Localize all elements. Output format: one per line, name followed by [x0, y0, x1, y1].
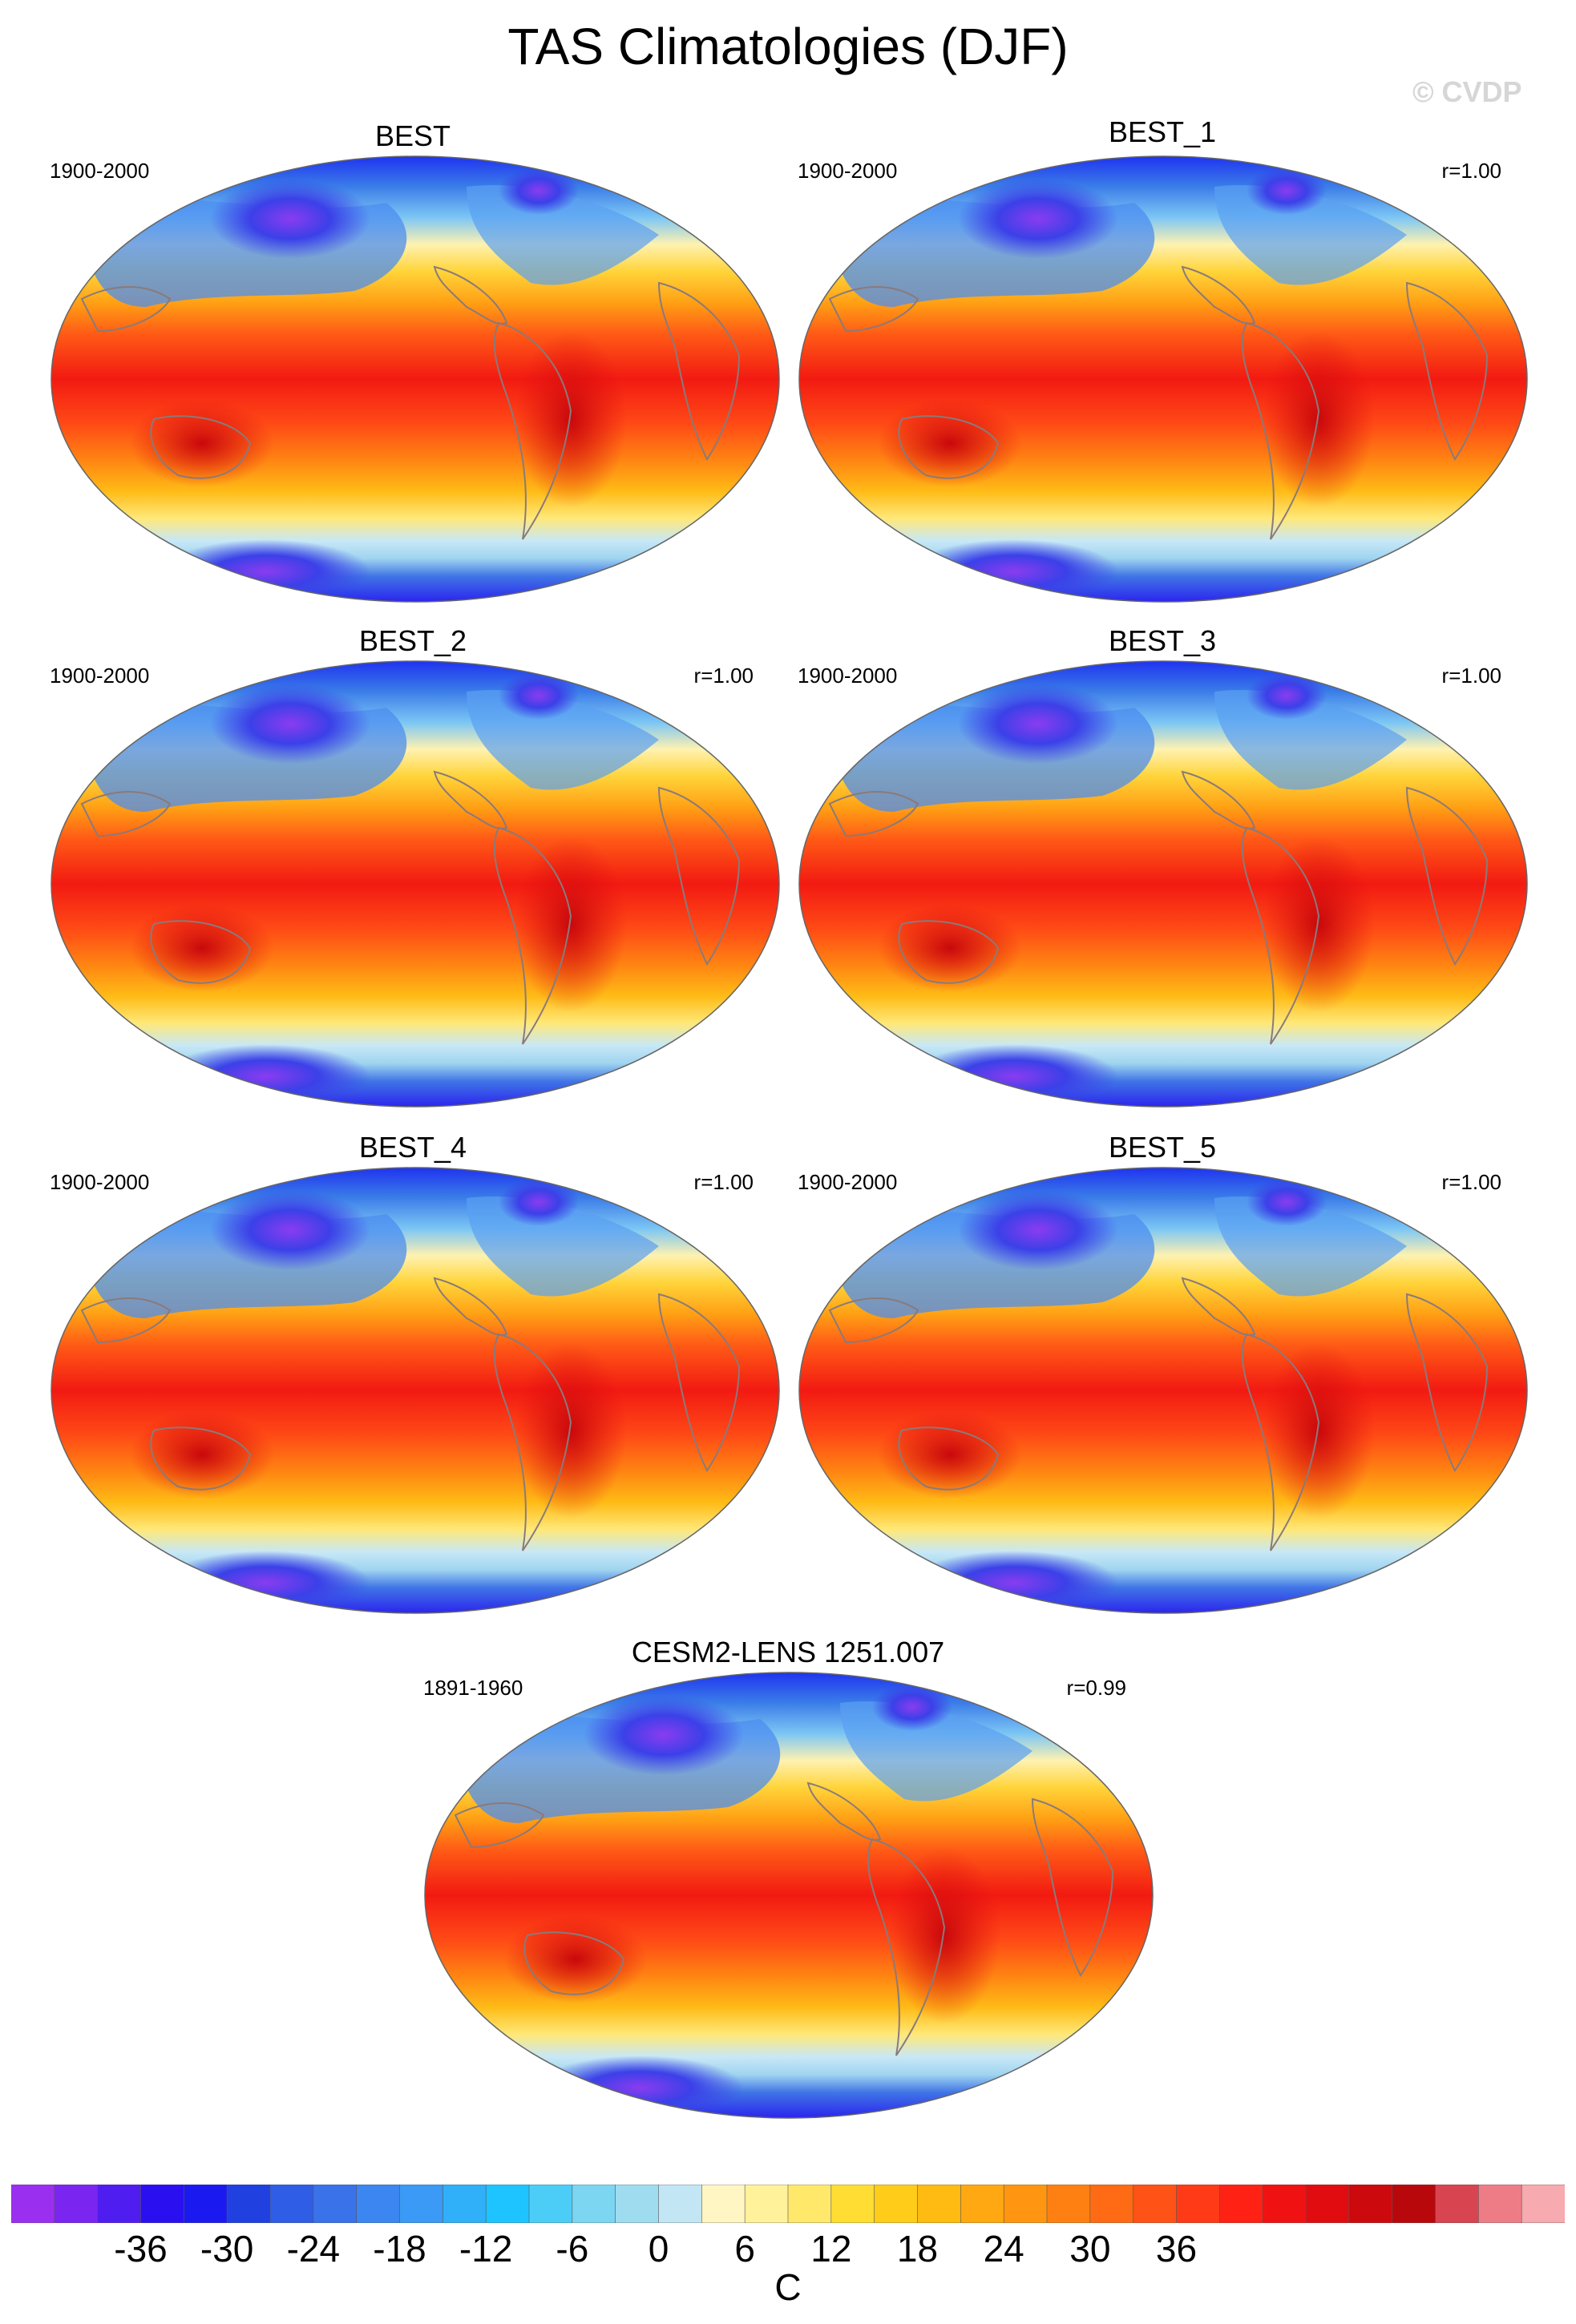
colorbar-swatch — [11, 2185, 55, 2223]
panel-correlation: r=1.00 — [693, 1170, 754, 1194]
colorbar-swatch — [1176, 2185, 1221, 2223]
panel-title: BEST_1 — [1108, 115, 1217, 148]
colorbar — [11, 2185, 1565, 2223]
panel-period: 1900-2000 — [50, 664, 150, 688]
colorbar-swatch — [917, 2185, 962, 2223]
colorbar-swatch — [874, 2185, 919, 2223]
panel-correlation: r=1.00 — [693, 664, 754, 688]
colorbar-swatch — [615, 2185, 660, 2223]
figure-title: TAS Climatologies (DJF) — [507, 18, 1069, 75]
colorbar-swatch — [1521, 2185, 1565, 2223]
colorbar-swatch — [1089, 2185, 1134, 2223]
map-panel — [798, 1166, 1529, 1619]
colorbar-unit: C — [774, 2266, 802, 2308]
panel-title: BEST_4 — [358, 1131, 467, 1164]
watermark: © CVDP — [1412, 75, 1522, 108]
panel-title: BEST_5 — [1108, 1131, 1217, 1164]
colorbar-swatch — [960, 2185, 1004, 2223]
colorbar-swatch — [54, 2185, 99, 2223]
colorbar-tick-label: -18 — [373, 2228, 426, 2270]
colorbar-tick-label: -24 — [286, 2228, 341, 2270]
colorbar-swatch — [1219, 2185, 1263, 2223]
colorbar-swatch — [830, 2185, 875, 2223]
colorbar-swatch — [1392, 2185, 1437, 2223]
map-panel — [798, 155, 1529, 607]
colorbar-tick-label: -12 — [459, 2228, 513, 2270]
panel-title: BEST_3 — [1108, 624, 1217, 657]
colorbar-swatch — [140, 2185, 185, 2223]
panel-period: 1900-2000 — [50, 1170, 150, 1194]
colorbar-swatch — [226, 2185, 271, 2223]
panel-title: BEST_2 — [358, 624, 467, 657]
panel-title: CESM2-LENS 1251.007 — [631, 1636, 945, 1668]
map-panel — [423, 1671, 1154, 2124]
colorbar-swatch — [1046, 2185, 1091, 2223]
colorbar-tick-label: -6 — [556, 2228, 589, 2270]
map-panel — [50, 660, 781, 1112]
colorbar-swatch — [1003, 2185, 1048, 2223]
colorbar-tick-label: 30 — [1069, 2228, 1111, 2270]
colorbar-swatch — [787, 2185, 832, 2223]
colorbar-swatch — [313, 2185, 358, 2223]
colorbar-swatch — [658, 2185, 703, 2223]
colorbar-swatch — [269, 2185, 314, 2223]
panel-title: BEST — [374, 119, 451, 152]
colorbar-tick-label: 24 — [983, 2228, 1024, 2270]
panel-period: 1900-2000 — [798, 664, 898, 688]
colorbar-swatch — [442, 2185, 487, 2223]
colorbar-swatch — [1478, 2185, 1522, 2223]
panel-period: 1891-1960 — [423, 1676, 523, 1700]
colorbar-swatch — [184, 2185, 228, 2223]
panel-correlation: r=0.99 — [1066, 1676, 1126, 1700]
colorbar-swatch — [97, 2185, 142, 2223]
map-panel — [50, 1166, 781, 1619]
colorbar-swatch — [744, 2185, 789, 2223]
panel-period: 1900-2000 — [50, 159, 150, 183]
colorbar-tick-label: -30 — [200, 2228, 254, 2270]
colorbar-swatch — [1262, 2185, 1307, 2223]
colorbar-swatch — [701, 2185, 746, 2223]
map-panel — [798, 660, 1529, 1112]
colorbar-swatch — [399, 2185, 444, 2223]
colorbar-swatch — [1133, 2185, 1178, 2223]
panel-correlation: r=1.00 — [1441, 1170, 1501, 1194]
panel-period: 1900-2000 — [798, 159, 898, 183]
colorbar-swatch — [356, 2185, 401, 2223]
colorbar-tick-label: -36 — [114, 2228, 168, 2270]
colorbar-swatch — [528, 2185, 573, 2223]
colorbar-swatch — [1435, 2185, 1480, 2223]
colorbar-swatch — [485, 2185, 530, 2223]
colorbar-tick-label: 36 — [1155, 2228, 1198, 2270]
colorbar-tick-label: 12 — [810, 2228, 852, 2270]
panel-correlation: r=1.00 — [1441, 159, 1501, 183]
colorbar-tick-label: 0 — [648, 2228, 669, 2270]
colorbar-swatch — [572, 2185, 616, 2223]
panel-period: 1900-2000 — [798, 1170, 898, 1194]
colorbar-tick-label: 6 — [734, 2228, 755, 2270]
map-panel — [50, 155, 781, 607]
panel-correlation: r=1.00 — [1441, 664, 1501, 688]
colorbar-swatch — [1305, 2185, 1350, 2223]
colorbar-tick-label: 18 — [896, 2228, 939, 2270]
colorbar-swatch — [1348, 2185, 1393, 2223]
